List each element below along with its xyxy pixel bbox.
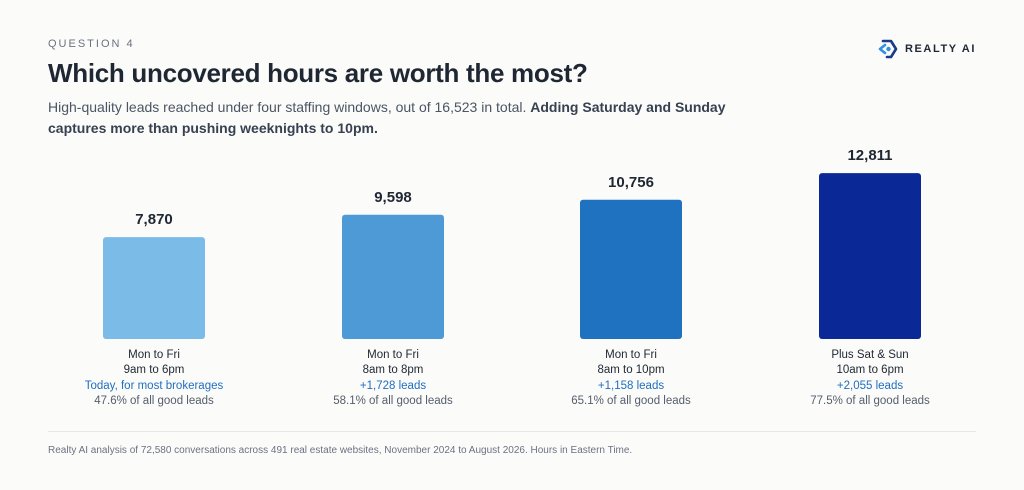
category-hours: 8am to 10pm bbox=[597, 364, 665, 377]
category-share: 58.1% of all good leads bbox=[333, 394, 453, 407]
category-days: Plus Sat & Sun bbox=[831, 349, 909, 361]
category-share: 65.1% of all good leads bbox=[571, 394, 691, 407]
category-label-4: Plus Sat & Sun 10am to 6pm +2,055 leads … bbox=[770, 348, 970, 409]
category-label-3: Mon to Fri 8am to 10pm +1,158 leads 65.1… bbox=[531, 348, 731, 409]
category-days: Mon to Fri bbox=[367, 349, 419, 361]
category-gain: Today, for most brokerages bbox=[84, 379, 224, 392]
bar-value-label-3: 10,756 bbox=[608, 174, 654, 191]
bar-value-label-2: 9,598 bbox=[374, 189, 412, 206]
category-hours: 8am to 8pm bbox=[362, 364, 424, 377]
subtitle-emphasis: Adding Saturday and Sunday captures more… bbox=[48, 99, 726, 136]
bar-4 bbox=[819, 173, 921, 339]
divider bbox=[48, 431, 976, 432]
page-subtitle: High-quality leads reached under four st… bbox=[48, 97, 748, 139]
bar-3 bbox=[580, 199, 682, 339]
category-hours: 9am to 6pm bbox=[123, 364, 185, 377]
brand-name: REALTY AI bbox=[904, 43, 976, 55]
bar-chart: 7,870 9,598 10,756 12,811 bbox=[103, 150, 921, 339]
bar-1 bbox=[103, 237, 205, 339]
category-gain: +2,055 leads bbox=[836, 379, 904, 392]
page-title: Which uncovered hours are worth the most… bbox=[48, 58, 588, 88]
footnote: Realty AI analysis of 72,580 conversatio… bbox=[48, 445, 633, 456]
bar-value-label-4: 12,811 bbox=[847, 150, 892, 164]
category-label-2: Mon to Fri 8am to 8pm +1,728 leads 58.1%… bbox=[293, 348, 493, 409]
category-gain: +1,728 leads bbox=[359, 379, 427, 392]
bar-value-label-1: 7,870 bbox=[135, 211, 173, 228]
category-days: Mon to Fri bbox=[605, 349, 657, 361]
bar-2 bbox=[342, 214, 444, 339]
category-hours: 10am to 6pm bbox=[836, 364, 904, 377]
question-label: QUESTION 4 bbox=[48, 38, 135, 50]
category-share: 77.5% of all good leads bbox=[810, 394, 930, 407]
category-gain: +1,158 leads bbox=[597, 379, 665, 392]
realty-ai-logo-icon bbox=[878, 39, 898, 59]
subtitle-text: High-quality leads reached under four st… bbox=[48, 99, 531, 115]
category-days: Mon to Fri bbox=[128, 349, 180, 361]
brand-logo: REALTY AI bbox=[876, 39, 976, 59]
category-share: 47.6% of all good leads bbox=[94, 394, 214, 407]
category-label-1: Mon to Fri 9am to 6pm Today, for most br… bbox=[54, 348, 254, 409]
